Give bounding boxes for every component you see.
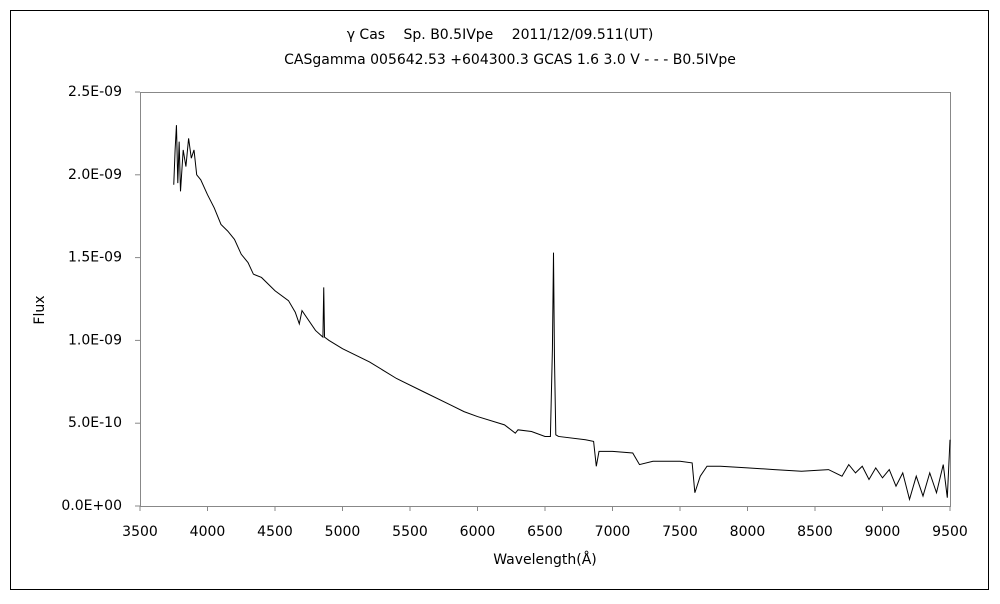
x-tick-label: 8500 [797, 524, 833, 540]
x-tick-label: 8000 [730, 524, 766, 540]
chart-border [10, 10, 989, 590]
x-tick-label: 5500 [392, 524, 428, 540]
x-tick-label: 7000 [595, 524, 631, 540]
x-tick-label: 6000 [460, 524, 496, 540]
y-tick-label: 5.0E-10 [68, 415, 122, 431]
y-tick-label: 0.0E+00 [61, 498, 122, 514]
spectrum-line [173, 125, 951, 502]
x-tick-label: 9500 [932, 524, 968, 540]
x-tick-label: 6500 [527, 524, 563, 540]
y-tick-label: 2.5E-09 [68, 84, 122, 100]
y-axis-title: Flux [32, 295, 48, 324]
chart-title: γ Cas Sp. B0.5IVpe 2011/12/09.511(UT) [347, 27, 654, 43]
x-tick-label: 9000 [865, 524, 901, 540]
y-tick-label: 1.0E-09 [68, 332, 122, 348]
plot-area [140, 92, 951, 507]
x-tick-label: 5000 [325, 524, 361, 540]
x-tick-label: 4500 [257, 524, 293, 540]
y-tick-label: 2.0E-09 [68, 167, 122, 183]
x-tick-label: 3500 [122, 524, 158, 540]
x-axis-title: Wavelength(Å) [493, 551, 597, 568]
chart-subtitle: CASgamma 005642.53 +604300.3 GCAS 1.6 3.… [284, 52, 736, 68]
x-tick-label: 4000 [190, 524, 226, 540]
x-tick-label: 7500 [662, 524, 698, 540]
y-tick-label: 1.5E-09 [68, 250, 122, 266]
